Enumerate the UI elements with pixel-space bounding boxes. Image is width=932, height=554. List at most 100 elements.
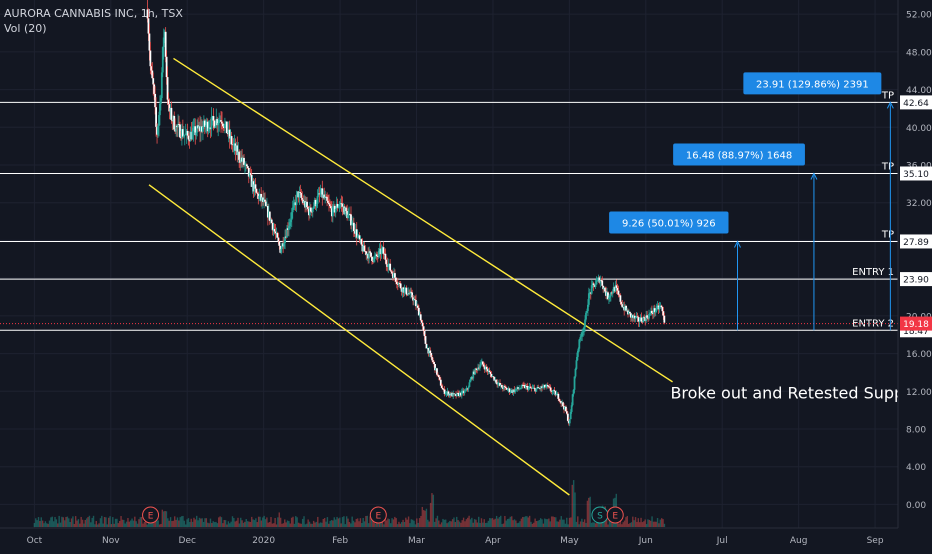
candle-body — [601, 280, 604, 286]
level-price-box[interactable] — [900, 272, 932, 287]
candle-body — [367, 253, 370, 259]
target-label-box[interactable] — [673, 143, 805, 166]
volume-bar — [482, 522, 484, 527]
channel-upper-line[interactable] — [173, 57, 673, 383]
volume-bar — [593, 522, 595, 527]
candle-body — [450, 392, 453, 396]
candle-body — [650, 310, 652, 314]
volume-bar — [592, 522, 594, 527]
candle-body — [329, 204, 331, 207]
volume-bar — [660, 518, 663, 527]
target-label-box[interactable] — [609, 211, 729, 234]
event-marker-circle[interactable] — [606, 506, 624, 524]
candle-body — [195, 132, 198, 136]
candle-body — [549, 387, 552, 391]
candle-body — [343, 206, 346, 215]
candle-body — [356, 235, 359, 238]
volume-indicator-label[interactable]: Vol (20) — [4, 22, 47, 35]
volume-bar — [391, 518, 393, 527]
volume-bar — [491, 518, 494, 527]
candle-body — [658, 306, 661, 310]
current-price-box[interactable] — [900, 316, 932, 331]
volume-bar — [641, 522, 644, 527]
candle-body — [215, 119, 218, 127]
candle-body — [652, 308, 655, 314]
level-price-box[interactable] — [900, 95, 932, 110]
time-axis[interactable]: Oct Nov Dec 2020 Feb Mar Apr May Jun Jul Aug Sep — [0, 527, 932, 550]
volume-bar — [621, 524, 623, 527]
candle-body — [148, 33, 151, 51]
volume-bar — [574, 492, 576, 527]
candle-body — [179, 124, 181, 138]
candle-body — [410, 291, 413, 293]
candle-body — [486, 369, 489, 372]
candle-body — [437, 374, 439, 376]
candle-body — [455, 394, 457, 397]
volume-bar — [362, 517, 364, 527]
candle-body — [504, 386, 507, 388]
volume-bar — [211, 523, 213, 527]
candle-body — [464, 390, 467, 392]
volume-bar — [648, 519, 651, 527]
time-tick-label: Nov — [102, 536, 120, 546]
candle-body — [509, 391, 512, 393]
candle-body — [395, 281, 398, 285]
level-price-box[interactable] — [900, 166, 932, 181]
candle-body — [293, 202, 296, 204]
event-marker-circle[interactable] — [369, 506, 387, 524]
volume-bar — [176, 517, 179, 527]
volume-bar — [374, 523, 377, 527]
volume-bar — [630, 522, 633, 527]
candle-body — [354, 229, 357, 234]
volume-bar — [328, 523, 330, 527]
candle-body — [582, 331, 585, 333]
candle-body — [369, 251, 371, 253]
symbol-title[interactable]: AURORA CANNABIS INC, 1h, TSX — [4, 7, 183, 20]
volume-bar — [340, 523, 342, 527]
level-price-box[interactable] — [900, 234, 932, 249]
volume-bar — [266, 517, 268, 527]
volume-bar — [552, 516, 554, 527]
candle-body — [641, 321, 644, 323]
volume-bar — [101, 515, 103, 527]
candle-body — [506, 389, 509, 391]
candle-body — [170, 107, 173, 120]
volume-bar — [47, 523, 49, 527]
candle-body — [458, 392, 460, 397]
candle-body — [595, 280, 598, 285]
volume-bar — [424, 510, 426, 527]
candle-body — [278, 241, 281, 246]
descending-channel[interactable] — [148, 57, 673, 496]
volume-bar — [46, 523, 48, 527]
candle-body — [412, 297, 414, 301]
candle-body — [538, 388, 541, 389]
candle-body — [438, 377, 441, 380]
channel-lower-line[interactable] — [148, 184, 570, 496]
candle-body — [420, 320, 423, 323]
event-marker-circle[interactable] — [142, 506, 160, 524]
candle-body — [662, 311, 665, 316]
volume-bar — [509, 516, 512, 527]
volume-bar — [594, 523, 597, 527]
volume-bar — [196, 515, 198, 527]
candle-body — [533, 387, 536, 389]
volume-bar — [311, 523, 313, 527]
target-label-box[interactable] — [743, 72, 882, 95]
candle-body — [247, 167, 250, 177]
price-axis[interactable]: 52.0048.0044.0040.0036.0032.0028.0024.00… — [897, 0, 932, 550]
volume-bar — [588, 497, 590, 527]
volume-bar — [413, 520, 415, 527]
candle-body — [617, 290, 620, 295]
candle-body — [360, 239, 363, 245]
volume-bar — [427, 519, 429, 527]
event-markers[interactable]: EESEE — [142, 506, 932, 524]
candle-body — [214, 126, 217, 128]
candle-body — [496, 382, 499, 385]
candle-body — [212, 116, 215, 121]
target-projections[interactable]: 9.26 (50.01%) 926 16.48 (88.97%) 1648 23.9… — [609, 72, 894, 331]
volume-bar — [585, 522, 587, 527]
volume-bar — [201, 518, 203, 527]
